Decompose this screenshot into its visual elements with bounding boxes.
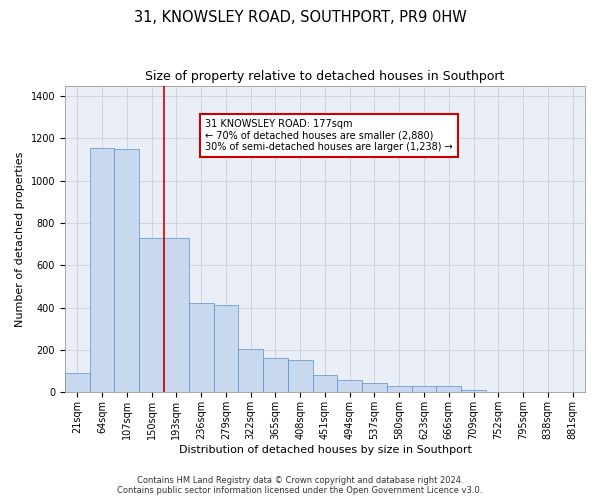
Bar: [238, 349, 263, 393]
Bar: [139, 238, 164, 392]
Text: Contains HM Land Registry data © Crown copyright and database right 2024.
Contai: Contains HM Land Registry data © Crown c…: [118, 476, 482, 495]
Bar: [362, 383, 387, 392]
Bar: [412, 386, 436, 392]
X-axis label: Distribution of detached houses by size in Southport: Distribution of detached houses by size …: [179, 445, 472, 455]
Bar: [189, 304, 214, 392]
Bar: [461, 390, 486, 392]
Bar: [263, 358, 288, 392]
Text: 31, KNOWSLEY ROAD, SOUTHPORT, PR9 0HW: 31, KNOWSLEY ROAD, SOUTHPORT, PR9 0HW: [134, 10, 466, 25]
Bar: [436, 386, 461, 392]
Bar: [337, 380, 362, 392]
Title: Size of property relative to detached houses in Southport: Size of property relative to detached ho…: [145, 70, 505, 83]
Bar: [313, 376, 337, 392]
Bar: [65, 374, 89, 392]
Bar: [89, 148, 115, 392]
Bar: [115, 149, 139, 392]
Bar: [164, 238, 189, 392]
Bar: [387, 386, 412, 392]
Text: 31 KNOWSLEY ROAD: 177sqm
← 70% of detached houses are smaller (2,880)
30% of sem: 31 KNOWSLEY ROAD: 177sqm ← 70% of detach…: [205, 120, 453, 152]
Bar: [214, 304, 238, 392]
Bar: [288, 360, 313, 392]
Y-axis label: Number of detached properties: Number of detached properties: [15, 151, 25, 326]
